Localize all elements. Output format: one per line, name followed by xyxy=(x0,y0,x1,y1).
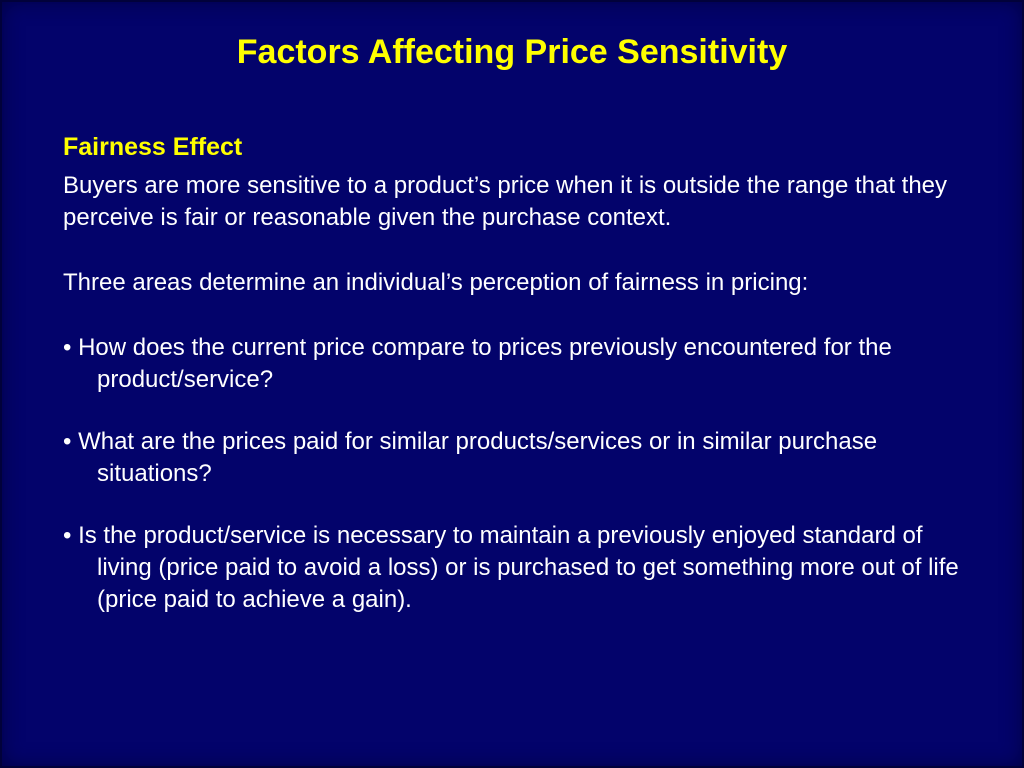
bullet-text: How does the current price compare to pr… xyxy=(78,334,892,393)
section-heading: Fairness Effect xyxy=(63,133,243,161)
bullet-marker: • xyxy=(63,522,72,549)
bullet-marker: • xyxy=(63,334,72,361)
bullet-item: • What are the prices paid for similar p… xyxy=(63,426,966,490)
slide-title: Factors Affecting Price Sensitivity xyxy=(236,33,788,71)
bullet-text: What are the prices paid for similar pro… xyxy=(78,428,878,487)
bullet-item: • How does the current price compare to … xyxy=(63,332,966,396)
bullet-list: • How does the current price compare to … xyxy=(63,332,966,616)
bullet-marker: • xyxy=(63,428,72,455)
bullet-item: • Is the product/service is necessary to… xyxy=(63,520,966,616)
lead-in-paragraph: Three areas determine an individual’s pe… xyxy=(63,269,809,296)
intro-paragraph: Buyers are more sensitive to a product’s… xyxy=(63,172,948,231)
slide-body: Fairness Effect Buyers are more sensitiv… xyxy=(63,133,966,646)
bullet-text: Is the product/service is necessary to m… xyxy=(78,522,959,613)
